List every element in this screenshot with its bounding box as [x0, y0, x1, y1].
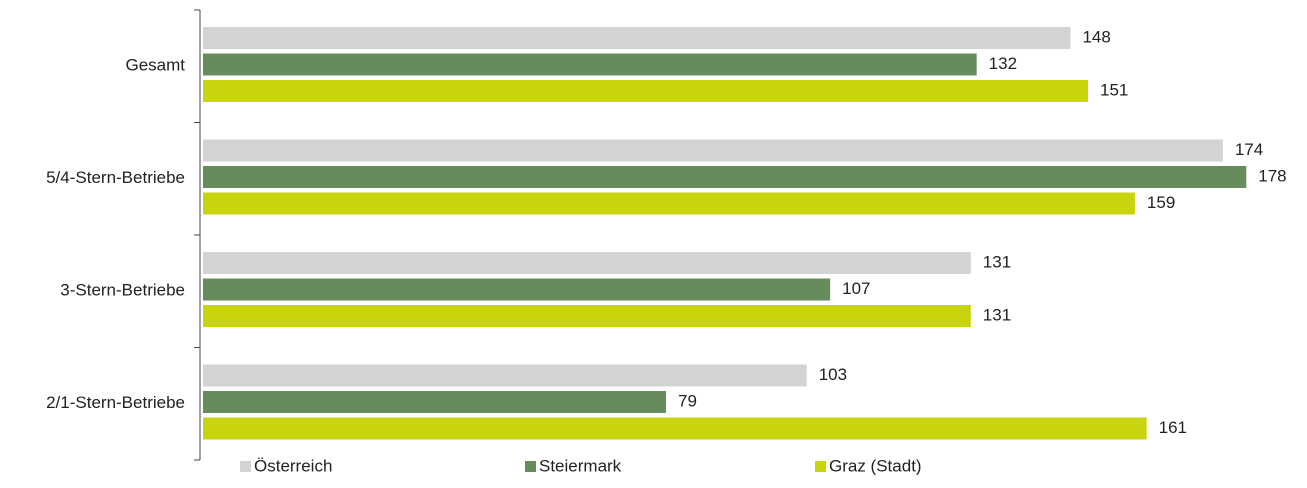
- y-tick-label: Gesamt: [125, 56, 185, 75]
- legend-swatch: [240, 461, 251, 472]
- data-label: 174: [1235, 140, 1263, 159]
- bar: [203, 166, 1247, 188]
- bar: [203, 252, 971, 274]
- data-label: 131: [983, 252, 1011, 271]
- bar: [203, 53, 977, 76]
- legend-swatch: [525, 461, 536, 472]
- bar: [203, 391, 667, 413]
- y-tick-label: 5/4-Stern-Betriebe: [46, 168, 185, 187]
- data-label: 132: [989, 54, 1017, 73]
- data-label: 131: [983, 305, 1011, 324]
- data-label: 103: [819, 365, 847, 384]
- data-label: 178: [1258, 166, 1286, 185]
- data-label: 79: [678, 391, 697, 410]
- bar: [203, 278, 831, 301]
- data-label: 148: [1082, 27, 1110, 46]
- y-tick-label: 2/1-Stern-Betriebe: [46, 393, 185, 412]
- bar: [203, 417, 1147, 440]
- legend-swatch: [815, 461, 826, 472]
- legend-label: Graz (Stadt): [829, 456, 922, 475]
- data-label: 161: [1159, 418, 1187, 437]
- y-tick-label: 3-Stern-Betriebe: [60, 281, 185, 300]
- legend-label: Steiermark: [539, 456, 622, 475]
- bar: [203, 305, 971, 327]
- bar: [203, 27, 1071, 49]
- data-label: 107: [842, 279, 870, 298]
- bar: [203, 80, 1089, 102]
- data-label: 151: [1100, 80, 1128, 99]
- bar: [203, 192, 1135, 215]
- data-label: 159: [1147, 193, 1175, 212]
- bar: [203, 364, 807, 387]
- legend-label: Österreich: [254, 456, 332, 475]
- bar: [203, 139, 1223, 162]
